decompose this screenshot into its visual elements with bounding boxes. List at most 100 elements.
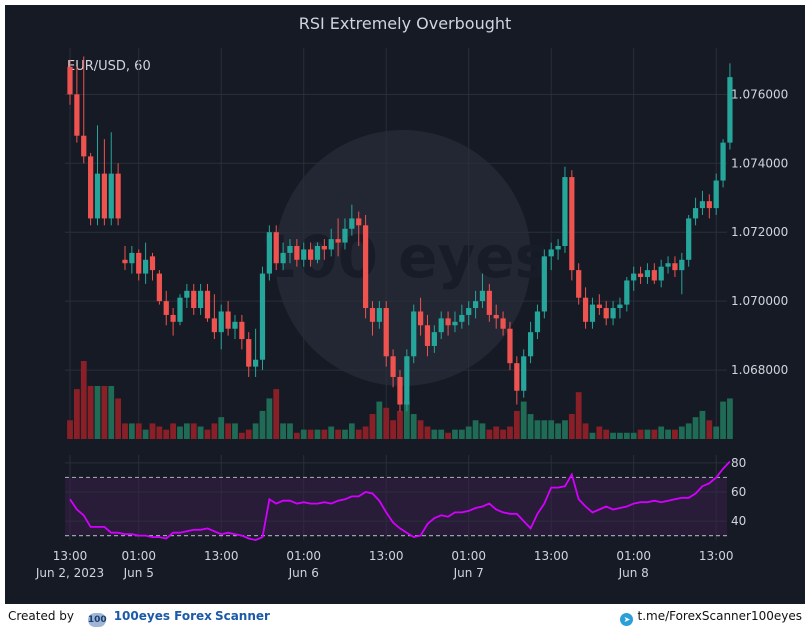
x-tick-label-time: 01:00 [451, 549, 486, 563]
candle-body [651, 270, 657, 281]
volume-bar [472, 420, 479, 439]
volume-bar [513, 410, 520, 439]
volume-bar [465, 426, 472, 439]
candle-body [438, 318, 444, 333]
x-tick-label-date: Jun 5 [123, 566, 154, 580]
candle-body [376, 308, 382, 322]
candle-body [534, 311, 541, 333]
volume-bar [376, 401, 383, 439]
volume-bar [211, 423, 218, 439]
candle-body [603, 308, 609, 319]
volume-bar [720, 401, 726, 439]
candle-body [472, 301, 479, 309]
volume-bar [445, 432, 451, 439]
x-tick-label-time: 13:00 [53, 549, 88, 563]
candle-body [266, 232, 272, 274]
candle-body [383, 308, 389, 357]
volume-bar [314, 429, 321, 439]
volume-bar [589, 432, 596, 439]
volume-bar [520, 401, 527, 439]
candle-body [713, 180, 719, 209]
candle-body [307, 249, 314, 260]
volume-bar [259, 410, 266, 439]
candle-body [500, 318, 506, 329]
candle-body [74, 94, 80, 136]
volume-bar [623, 432, 630, 439]
footer-credit: Created by 100 100eyes Forex Scanner [8, 609, 270, 627]
volume-bar [692, 417, 699, 439]
candle-body [466, 308, 472, 315]
volume-bar [252, 423, 259, 439]
volume-bar [527, 414, 534, 439]
volume-bar [369, 414, 376, 439]
candle-body [369, 308, 376, 322]
volume-bar [727, 398, 733, 439]
volume-bar [300, 429, 307, 439]
volume-bar [610, 432, 616, 439]
x-tick-label-time: 13:00 [369, 549, 404, 563]
candle-body [218, 311, 224, 333]
candle-body [170, 314, 176, 322]
volume-bar [335, 429, 341, 439]
y-tick-label: 1.068000 [731, 363, 788, 377]
telegram-link[interactable]: t.me/ForexScanner100eyes [637, 609, 802, 623]
candle-body [198, 290, 204, 309]
candle-body [335, 239, 341, 243]
candle-body [397, 376, 403, 405]
candle-body [706, 201, 712, 209]
volume-bar [678, 426, 685, 439]
volume-bar [87, 385, 94, 439]
candle-body [259, 273, 266, 360]
volume-bar [403, 401, 410, 439]
candle-body [631, 273, 637, 281]
brand-name[interactable]: 100eyes Forex Scanner [113, 609, 270, 623]
candle-body [149, 256, 156, 271]
volume-bar [458, 429, 465, 439]
candle-body [617, 304, 623, 309]
candle-body [479, 290, 486, 302]
footer-telegram[interactable]: ➤ t.me/ForexScanner100eyes [620, 609, 802, 626]
candle-body [404, 356, 410, 405]
candle-body [679, 259, 685, 271]
volume-bar [617, 432, 623, 439]
candle-body [665, 263, 671, 267]
candle-body [252, 359, 259, 367]
rsi-line [69, 460, 731, 541]
candle-body [390, 356, 396, 377]
candle-body [727, 77, 733, 143]
candle-body [699, 201, 706, 209]
chart-svg: RSI Extremely Overbought EUR/USD, 60 100 e… [35, 14, 788, 580]
candle-body [459, 314, 465, 322]
volume-bar [397, 410, 403, 439]
candle-body [101, 173, 107, 219]
volume-bar [452, 429, 458, 439]
rsi-y-tick-label: 80 [731, 456, 746, 470]
x-tick-label-date: Jun 8 [618, 566, 649, 580]
volume-bar [541, 420, 548, 439]
telegram-icon: ➤ [620, 613, 634, 626]
volume-bar [575, 392, 582, 439]
candle-body [156, 273, 162, 302]
volume-bar [183, 423, 190, 439]
volume-bar [431, 429, 438, 439]
volume-bar [128, 423, 135, 439]
candle-body [624, 280, 630, 305]
volume-bar [424, 426, 431, 439]
x-tick-label-time: 13:00 [699, 549, 734, 563]
volume-bar [685, 423, 692, 439]
volume-bar [108, 385, 115, 439]
x-tick-label-time: 01:00 [286, 549, 321, 563]
volume-bar [177, 426, 183, 439]
candle-body [527, 332, 534, 357]
volume-bar [562, 420, 568, 439]
y-tick-label: 1.072000 [731, 225, 788, 239]
volume-bar [410, 414, 417, 439]
candle-body [452, 321, 458, 326]
volume-bar [101, 385, 108, 439]
candle-body [177, 297, 183, 322]
symbol-label: EUR/USD, 60 [67, 59, 151, 74]
volume-bar [321, 429, 328, 439]
volume-bar [149, 423, 156, 439]
volume-bar [287, 423, 293, 439]
candle-body [445, 318, 451, 326]
